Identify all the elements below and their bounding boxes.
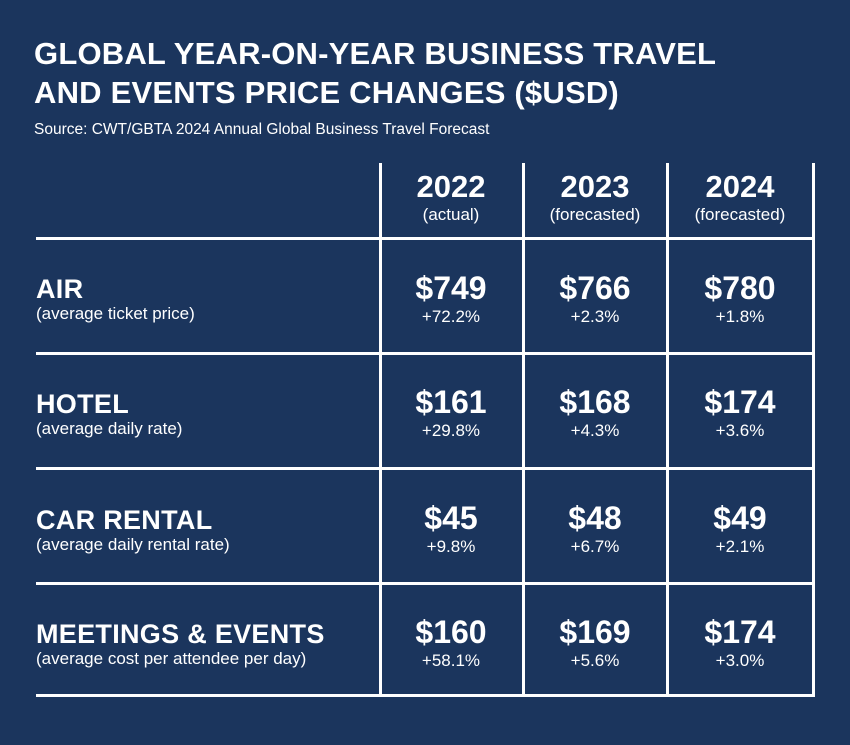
row-label-car-rental: CAR RENTAL (average daily rental rate) [36,505,230,555]
source-note: Source: CWT/GBTA 2024 Annual Global Busi… [34,121,490,138]
column-header-2023: 2023 (forecasted) [525,170,665,226]
price-value: $48 [568,500,622,536]
column-year: 2023 [560,169,630,204]
cell-car-rental-2024: $49 +2.1% [670,500,810,558]
grid-vline-4 [812,163,815,697]
price-value: $168 [559,384,631,420]
column-note: (actual) [422,205,480,224]
price-value: $749 [415,270,487,306]
change-value: +72.2% [421,307,481,326]
grid-hline-2 [36,467,815,470]
price-value: $169 [559,614,631,650]
column-note: (forecasted) [549,205,641,224]
cell-hotel-2024: $174 +3.6% [670,384,810,442]
cell-air-2023: $766 +2.3% [525,270,665,328]
price-value: $766 [559,270,631,306]
change-value: +1.8% [715,307,765,326]
cell-air-2024: $780 +1.8% [670,270,810,328]
category-description: (average ticket price) [36,304,195,323]
cell-meetings-events-2022: $160 +58.1% [381,614,521,672]
change-value: +4.3% [570,421,620,440]
title-line-1: GLOBAL YEAR-ON-YEAR BUSINESS TRAVEL [34,36,717,71]
cell-car-rental-2022: $45 +9.8% [381,500,521,558]
grid-vline-1 [379,163,382,697]
row-label-hotel: HOTEL (average daily rate) [36,389,182,439]
row-label-air: AIR (average ticket price) [36,274,195,324]
price-value: $45 [424,500,478,536]
category-description: (average cost per attendee per day) [36,649,307,668]
change-value: +6.7% [570,537,620,556]
grid-hline-1 [36,352,815,355]
grid-hline-header [36,237,815,240]
change-value: +29.8% [421,421,481,440]
price-value: $174 [704,614,776,650]
column-header-2022: 2022 (actual) [381,170,521,226]
category-name: HOTEL [36,389,129,419]
price-value: $49 [713,500,767,536]
price-value: $161 [415,384,487,420]
change-value: +2.1% [715,537,765,556]
price-value: $780 [704,270,776,306]
change-value: +5.6% [570,651,620,670]
grid-vline-3 [666,163,669,697]
change-value: +2.3% [570,307,620,326]
price-value: $160 [415,614,487,650]
column-header-2024: 2024 (forecasted) [670,170,810,226]
row-label-meetings-events: MEETINGS & EVENTS (average cost per atte… [36,619,325,669]
change-value: +9.8% [426,537,476,556]
price-value: $174 [704,384,776,420]
grid-hline-bottom [36,694,815,697]
category-name: AIR [36,274,84,304]
change-value: +3.6% [715,421,765,440]
category-description: (average daily rate) [36,419,183,438]
change-value: +3.0% [715,651,765,670]
grid-vline-2 [522,163,525,697]
cell-hotel-2022: $161 +29.8% [381,384,521,442]
cell-meetings-events-2024: $174 +3.0% [670,614,810,672]
column-note: (forecasted) [694,205,786,224]
change-value: +58.1% [421,651,481,670]
grid-hline-3 [36,582,815,585]
cell-car-rental-2023: $48 +6.7% [525,500,665,558]
column-year: 2024 [705,169,775,204]
cell-hotel-2023: $168 +4.3% [525,384,665,442]
chart-title: GLOBAL YEAR-ON-YEAR BUSINESS TRAVEL AND … [34,34,834,112]
cell-meetings-events-2023: $169 +5.6% [525,614,665,672]
cell-air-2022: $749 +72.2% [381,270,521,328]
column-year: 2022 [416,169,486,204]
category-name: MEETINGS & EVENTS [36,619,325,649]
title-line-2: AND EVENTS PRICE CHANGES ($USD) [34,75,619,110]
category-name: CAR RENTAL [36,505,213,535]
category-description: (average daily rental rate) [36,535,230,554]
